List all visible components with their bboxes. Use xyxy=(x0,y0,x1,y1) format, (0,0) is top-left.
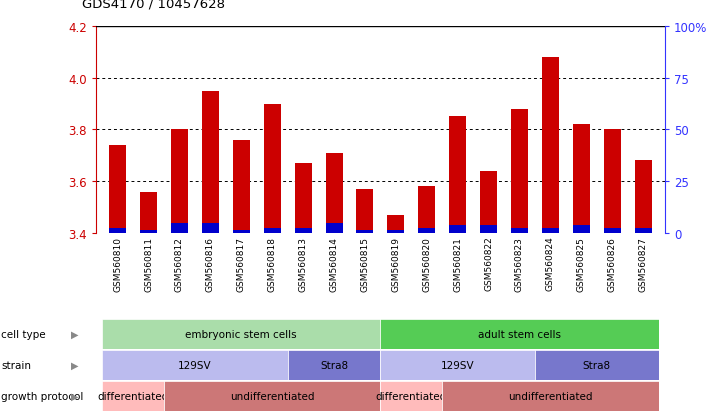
Bar xyxy=(387,215,405,233)
Text: ▶: ▶ xyxy=(71,329,78,339)
Text: embryonic stem cells: embryonic stem cells xyxy=(186,329,297,339)
Bar xyxy=(480,225,497,233)
Bar xyxy=(202,91,219,233)
Bar xyxy=(109,146,126,233)
Bar xyxy=(604,228,621,233)
Text: growth protocol: growth protocol xyxy=(1,391,84,401)
Bar xyxy=(294,164,311,233)
Text: Stra8: Stra8 xyxy=(583,360,611,370)
Bar xyxy=(109,228,126,233)
Bar xyxy=(294,228,311,233)
Bar xyxy=(635,228,652,233)
Bar xyxy=(418,187,435,233)
Text: Stra8: Stra8 xyxy=(320,360,348,370)
Text: ▶: ▶ xyxy=(71,360,78,370)
Bar xyxy=(635,161,652,233)
Bar xyxy=(202,223,219,233)
Text: adult stem cells: adult stem cells xyxy=(478,329,561,339)
Bar xyxy=(480,171,497,233)
Bar xyxy=(387,231,405,233)
Text: 129SV: 129SV xyxy=(178,360,212,370)
Bar xyxy=(542,58,559,233)
Text: strain: strain xyxy=(1,360,31,370)
Text: undifferentiated: undifferentiated xyxy=(508,391,593,401)
Bar xyxy=(511,228,528,233)
Bar xyxy=(264,104,281,233)
Bar xyxy=(140,192,157,233)
Bar xyxy=(232,231,250,233)
Bar xyxy=(356,231,373,233)
Text: cell type: cell type xyxy=(1,329,46,339)
Bar xyxy=(326,153,343,233)
Bar xyxy=(573,125,590,233)
Text: differentiated: differentiated xyxy=(375,391,447,401)
Bar xyxy=(171,130,188,233)
Bar xyxy=(573,225,590,233)
Text: GDS4170 / 10457628: GDS4170 / 10457628 xyxy=(82,0,225,10)
Text: undifferentiated: undifferentiated xyxy=(230,391,314,401)
Bar xyxy=(232,140,250,233)
Bar xyxy=(449,117,466,233)
Bar xyxy=(356,190,373,233)
Bar xyxy=(140,231,157,233)
Bar xyxy=(604,130,621,233)
Bar xyxy=(418,228,435,233)
Text: ▶: ▶ xyxy=(71,391,78,401)
Bar xyxy=(264,228,281,233)
Bar xyxy=(542,228,559,233)
Bar xyxy=(326,223,343,233)
Text: differentiated: differentiated xyxy=(97,391,169,401)
Bar xyxy=(171,223,188,233)
Bar xyxy=(449,225,466,233)
Text: 129SV: 129SV xyxy=(441,360,474,370)
Bar xyxy=(511,109,528,233)
